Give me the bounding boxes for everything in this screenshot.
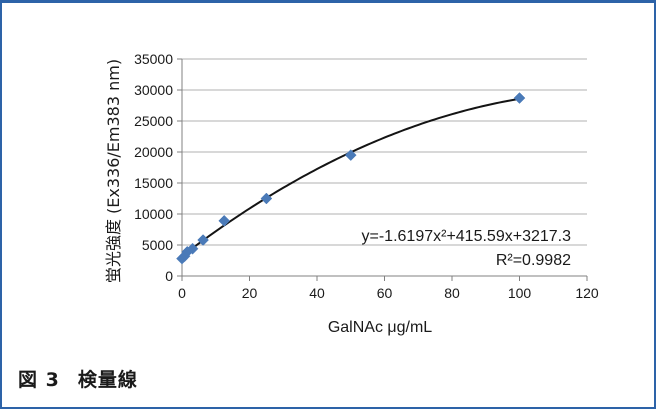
data-point bbox=[186, 242, 199, 255]
data-point bbox=[260, 192, 273, 205]
data-point bbox=[197, 234, 209, 246]
axis-layer: 0 5000 10000 15000 20000 25000 30000 35000 0 20 40… bbox=[134, 51, 599, 301]
x-tick-label: 20 bbox=[242, 285, 258, 301]
r-squared-annotation: R²=0.9982 bbox=[496, 252, 571, 269]
figure-caption: 図 3 検量線 bbox=[18, 365, 156, 392]
x-tick-label: 100 bbox=[508, 285, 532, 301]
figure-number: 図 3 bbox=[18, 369, 60, 391]
data-point bbox=[218, 214, 231, 227]
x-tick-label: 40 bbox=[309, 285, 325, 301]
y-tick-label: 20000 bbox=[134, 144, 173, 160]
y-tick-label: 5000 bbox=[142, 237, 173, 253]
data-point bbox=[513, 92, 526, 104]
data-point bbox=[344, 149, 357, 161]
x-tick-label: 0 bbox=[178, 285, 186, 301]
x-tick-label: 80 bbox=[444, 285, 460, 301]
figure-title: 検量線 bbox=[77, 369, 138, 391]
calibration-chart: 0 5000 10000 15000 20000 25000 30000 35000 0 20 40… bbox=[104, 51, 599, 336]
grid-layer bbox=[182, 58, 587, 246]
y-tick-label: 30000 bbox=[134, 82, 173, 98]
y-tick-label: 10000 bbox=[134, 206, 173, 222]
y-tick-label: 25000 bbox=[134, 113, 173, 129]
y-axis-label: 蛍光強度 (Ex336/Em383 nm) bbox=[104, 59, 123, 283]
equation-annotation: y=-1.6197x²+415.59x+3217.3 bbox=[362, 228, 572, 245]
data-points-layer bbox=[176, 92, 526, 265]
y-tick-label: 0 bbox=[165, 268, 173, 284]
y-tick-label: 35000 bbox=[134, 51, 173, 67]
x-tick-label: 60 bbox=[377, 285, 393, 301]
y-tick-label: 15000 bbox=[134, 175, 173, 191]
x-axis-label: GalNAc μg/mL bbox=[328, 319, 432, 336]
x-tick-label: 120 bbox=[575, 285, 599, 301]
